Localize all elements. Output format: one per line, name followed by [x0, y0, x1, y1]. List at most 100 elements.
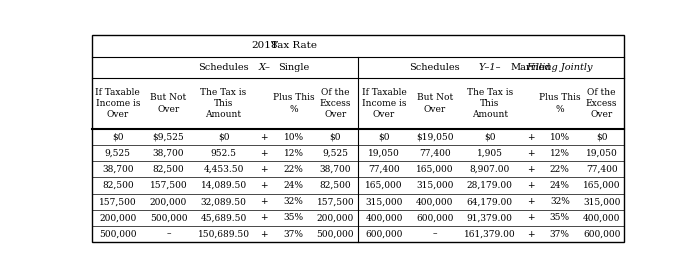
- Text: Plus This
%: Plus This %: [539, 93, 581, 114]
- Text: 91,379.00: 91,379.00: [467, 213, 512, 222]
- Text: 400,000: 400,000: [583, 213, 621, 222]
- Text: +: +: [526, 230, 534, 239]
- Text: $0: $0: [329, 133, 341, 142]
- Text: 500,000: 500,000: [99, 230, 137, 239]
- Text: 9,525: 9,525: [105, 149, 131, 158]
- Text: 165,000: 165,000: [583, 181, 621, 190]
- Text: 12%: 12%: [283, 149, 304, 158]
- Text: +: +: [260, 165, 268, 174]
- Text: Single: Single: [278, 63, 309, 72]
- Text: 315,000: 315,000: [365, 197, 403, 206]
- Text: X–: X–: [258, 63, 270, 72]
- Text: –: –: [433, 230, 437, 239]
- Text: 22%: 22%: [550, 165, 570, 174]
- Text: $0: $0: [112, 133, 124, 142]
- Text: +: +: [260, 181, 268, 190]
- Text: 157,500: 157,500: [99, 197, 137, 206]
- Text: 37%: 37%: [550, 230, 570, 239]
- Text: $0: $0: [596, 133, 607, 142]
- Text: Of the
Excess
Over: Of the Excess Over: [586, 88, 617, 119]
- Text: If Taxable
Income is
Over: If Taxable Income is Over: [362, 88, 406, 119]
- Text: +: +: [260, 197, 268, 206]
- Text: 8,907.00: 8,907.00: [470, 165, 510, 174]
- Text: 82,500: 82,500: [153, 165, 184, 174]
- Text: 165,000: 165,000: [416, 165, 454, 174]
- Text: 32%: 32%: [284, 197, 304, 206]
- Text: 10%: 10%: [550, 133, 570, 142]
- Text: 64,179.00: 64,179.00: [467, 197, 513, 206]
- Text: –: –: [166, 230, 171, 239]
- Text: +: +: [526, 213, 534, 222]
- Text: +: +: [526, 149, 534, 158]
- Text: 500,000: 500,000: [317, 230, 354, 239]
- Text: But Not
Over: But Not Over: [151, 93, 186, 114]
- Text: $0: $0: [218, 133, 230, 142]
- Text: 200,000: 200,000: [150, 197, 187, 206]
- Text: 45,689.50: 45,689.50: [200, 213, 246, 222]
- Text: 28,179.00: 28,179.00: [467, 181, 512, 190]
- Text: 37%: 37%: [283, 230, 304, 239]
- Text: +: +: [526, 165, 534, 174]
- Text: 400,000: 400,000: [416, 197, 454, 206]
- Text: 157,500: 157,500: [150, 181, 187, 190]
- Text: 200,000: 200,000: [99, 213, 136, 222]
- Text: +: +: [260, 213, 268, 222]
- Text: $0: $0: [484, 133, 496, 142]
- Text: Y–1–: Y–1–: [478, 63, 501, 72]
- Text: 19,050: 19,050: [586, 149, 618, 158]
- Text: 1,905: 1,905: [477, 149, 503, 158]
- Text: 77,400: 77,400: [419, 149, 450, 158]
- Text: 22%: 22%: [284, 165, 304, 174]
- Text: 952.5: 952.5: [211, 149, 237, 158]
- Text: Tax Rate: Tax Rate: [271, 41, 317, 50]
- Text: The Tax is
This
Amount: The Tax is This Amount: [200, 88, 246, 119]
- Text: 315,000: 315,000: [583, 197, 621, 206]
- Text: +: +: [260, 230, 268, 239]
- Text: 38,700: 38,700: [102, 165, 133, 174]
- Text: 77,400: 77,400: [586, 165, 618, 174]
- Text: +: +: [260, 133, 268, 142]
- Text: Of the
Excess
Over: Of the Excess Over: [320, 88, 351, 119]
- Text: 82,500: 82,500: [320, 181, 351, 190]
- Text: Schedules: Schedules: [198, 63, 249, 72]
- Text: 14,089.50: 14,089.50: [200, 181, 246, 190]
- Text: 150,689.50: 150,689.50: [198, 230, 250, 239]
- Text: But Not
Over: But Not Over: [417, 93, 453, 114]
- Text: Schedules: Schedules: [410, 63, 460, 72]
- Text: +: +: [260, 149, 268, 158]
- Text: $19,050: $19,050: [416, 133, 454, 142]
- Text: 35%: 35%: [550, 213, 570, 222]
- Text: 9,525: 9,525: [322, 149, 348, 158]
- Text: +: +: [526, 181, 534, 190]
- Text: 77,400: 77,400: [368, 165, 400, 174]
- Text: 82,500: 82,500: [102, 181, 133, 190]
- Text: Married: Married: [510, 63, 551, 72]
- Text: 24%: 24%: [550, 181, 570, 190]
- Text: 24%: 24%: [283, 181, 304, 190]
- Text: 2018: 2018: [251, 41, 278, 50]
- Text: 4,453.50: 4,453.50: [203, 165, 244, 174]
- Text: 165,000: 165,000: [365, 181, 403, 190]
- Text: $0: $0: [378, 133, 389, 142]
- Text: 12%: 12%: [550, 149, 570, 158]
- Text: 600,000: 600,000: [583, 230, 621, 239]
- Text: 32,089.50: 32,089.50: [200, 197, 246, 206]
- Text: 157,500: 157,500: [317, 197, 355, 206]
- Text: Filling Jointly: Filling Jointly: [526, 63, 593, 72]
- Text: 200,000: 200,000: [317, 213, 354, 222]
- Text: 600,000: 600,000: [416, 213, 454, 222]
- Text: 38,700: 38,700: [320, 165, 351, 174]
- Text: 38,700: 38,700: [153, 149, 184, 158]
- Text: +: +: [526, 133, 534, 142]
- Text: 600,000: 600,000: [365, 230, 403, 239]
- Text: Plus This
%: Plus This %: [273, 93, 315, 114]
- Text: If Taxable
Income is
Over: If Taxable Income is Over: [96, 88, 140, 119]
- Text: 32%: 32%: [550, 197, 570, 206]
- Text: $9,525: $9,525: [153, 133, 184, 142]
- Text: The Tax is
This
Amount: The Tax is This Amount: [466, 88, 513, 119]
- Text: 315,000: 315,000: [416, 181, 454, 190]
- Text: 500,000: 500,000: [150, 213, 187, 222]
- Text: 10%: 10%: [283, 133, 304, 142]
- Text: 35%: 35%: [283, 213, 304, 222]
- Text: +: +: [526, 197, 534, 206]
